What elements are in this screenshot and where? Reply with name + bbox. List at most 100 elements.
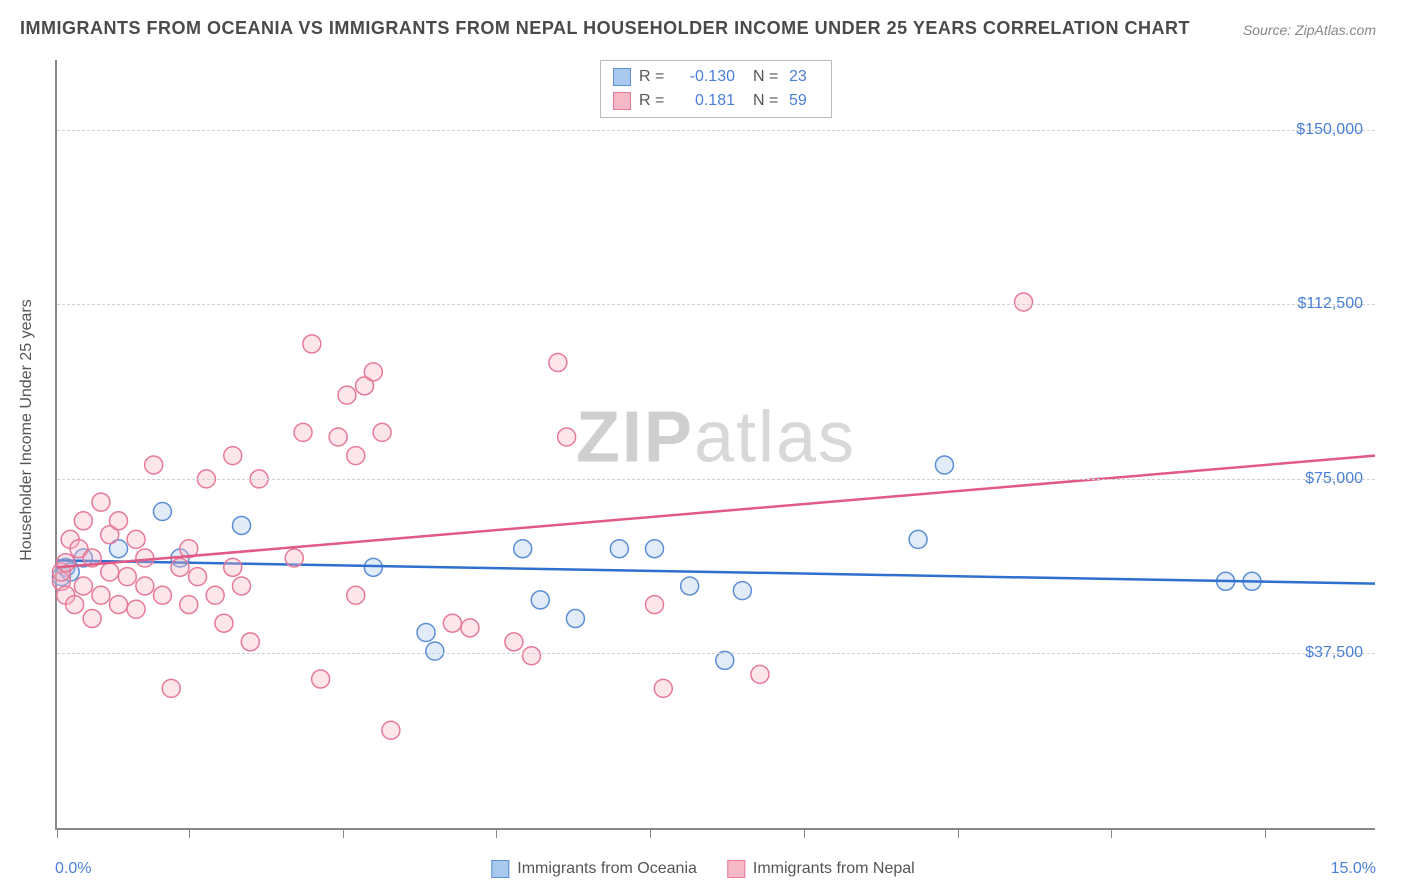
data-point — [206, 586, 224, 604]
y-tick-label: $37,500 — [1305, 644, 1363, 662]
data-point — [233, 577, 251, 595]
legend-label: Immigrants from Nepal — [753, 860, 915, 878]
data-point — [145, 456, 163, 474]
data-point — [162, 679, 180, 697]
legend-r-label: R = — [639, 92, 667, 110]
data-point — [417, 624, 435, 642]
gridline — [57, 130, 1375, 131]
data-point — [127, 600, 145, 618]
gridline — [57, 304, 1375, 305]
data-point — [443, 614, 461, 632]
data-point — [1015, 293, 1033, 311]
data-point — [241, 633, 259, 651]
data-point — [118, 568, 136, 586]
data-point — [751, 665, 769, 683]
legend-n-value: 23 — [789, 68, 819, 86]
legend-r-value: -0.130 — [675, 68, 735, 86]
legend-n-label: N = — [753, 68, 781, 86]
data-point — [347, 586, 365, 604]
y-axis-title: Householder Income Under 25 years — [18, 299, 36, 560]
data-point — [92, 586, 110, 604]
source-attribution: Source: ZipAtlas.com — [1243, 22, 1376, 38]
data-point — [171, 558, 189, 576]
x-axis-max-label: 15.0% — [1331, 860, 1376, 878]
legend-n-value: 59 — [789, 92, 819, 110]
data-point — [522, 647, 540, 665]
data-point — [303, 335, 321, 353]
data-point — [285, 549, 303, 567]
data-point — [233, 516, 251, 534]
data-point — [558, 428, 576, 446]
x-tick — [189, 828, 190, 838]
data-point — [74, 512, 92, 530]
x-tick — [496, 828, 497, 838]
data-point — [461, 619, 479, 637]
source-link[interactable]: ZipAtlas.com — [1295, 22, 1376, 38]
data-point — [566, 610, 584, 628]
data-point — [935, 456, 953, 474]
y-tick-label: $75,000 — [1305, 470, 1363, 488]
data-point — [153, 586, 171, 604]
chart-svg — [57, 60, 1375, 828]
data-point — [92, 493, 110, 511]
data-point — [189, 568, 207, 586]
data-point — [215, 614, 233, 632]
legend-swatch-nepal — [613, 92, 631, 110]
legend-r-label: R = — [639, 68, 667, 86]
x-tick — [57, 828, 58, 838]
legend-swatch-oceania — [613, 68, 631, 86]
data-point — [110, 512, 128, 530]
data-point — [153, 502, 171, 520]
gridline — [57, 479, 1375, 480]
data-point — [136, 577, 154, 595]
data-point — [180, 596, 198, 614]
gridline — [57, 653, 1375, 654]
x-tick — [804, 828, 805, 838]
plot-area: ZIPatlas R = -0.130 N = 23 R = 0.181 N =… — [55, 60, 1375, 830]
data-point — [224, 558, 242, 576]
x-tick — [1111, 828, 1112, 838]
data-point — [66, 596, 84, 614]
data-point — [224, 447, 242, 465]
legend-n-label: N = — [753, 92, 781, 110]
data-point — [505, 633, 523, 651]
data-point — [531, 591, 549, 609]
data-point — [329, 428, 347, 446]
chart-title: IMMIGRANTS FROM OCEANIA VS IMMIGRANTS FR… — [20, 18, 1190, 39]
y-tick-label: $150,000 — [1296, 121, 1363, 139]
data-point — [110, 596, 128, 614]
data-point — [364, 363, 382, 381]
y-tick-label: $112,500 — [1297, 295, 1363, 313]
legend-label: Immigrants from Oceania — [517, 860, 697, 878]
data-point — [733, 582, 751, 600]
data-point — [364, 558, 382, 576]
data-point — [74, 577, 92, 595]
data-point — [514, 540, 532, 558]
data-point — [136, 549, 154, 567]
x-axis-min-label: 0.0% — [55, 860, 91, 878]
data-point — [338, 386, 356, 404]
correlation-legend: R = -0.130 N = 23 R = 0.181 N = 59 — [600, 60, 832, 118]
x-tick — [343, 828, 344, 838]
data-point — [645, 540, 663, 558]
data-point — [654, 679, 672, 697]
data-point — [681, 577, 699, 595]
legend-item-oceania: Immigrants from Oceania — [491, 860, 697, 878]
x-tick — [650, 828, 651, 838]
legend-swatch-icon — [727, 860, 745, 878]
source-prefix: Source: — [1243, 22, 1291, 38]
data-point — [101, 563, 119, 581]
data-point — [127, 530, 145, 548]
data-point — [549, 354, 567, 372]
data-point — [382, 721, 400, 739]
data-point — [347, 447, 365, 465]
legend-row: R = -0.130 N = 23 — [613, 65, 819, 89]
x-tick — [958, 828, 959, 838]
data-point — [373, 423, 391, 441]
legend-row: R = 0.181 N = 59 — [613, 89, 819, 113]
x-tick — [1265, 828, 1266, 838]
legend-r-value: 0.181 — [675, 92, 735, 110]
legend-item-nepal: Immigrants from Nepal — [727, 860, 915, 878]
data-point — [312, 670, 330, 688]
data-point — [645, 596, 663, 614]
